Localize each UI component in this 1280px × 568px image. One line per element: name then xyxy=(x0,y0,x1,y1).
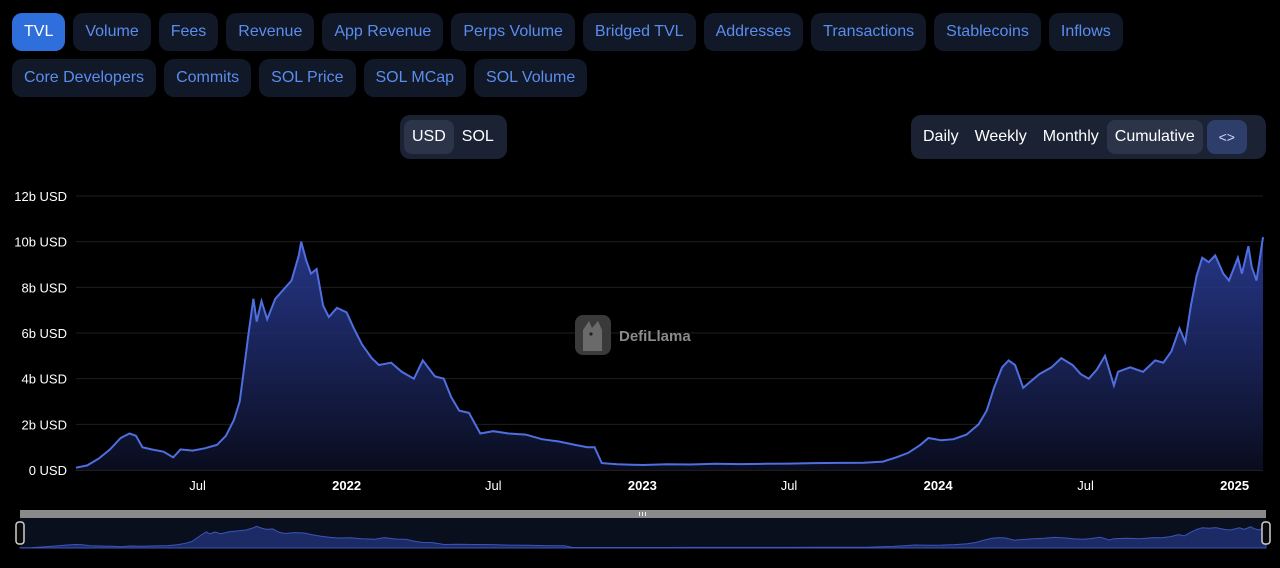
toggle-option-sol[interactable]: SOL xyxy=(461,128,494,145)
tab-inflows[interactable]: Inflows xyxy=(1048,13,1123,51)
toggle-option-usd[interactable]: USD xyxy=(404,120,454,154)
tab-fees[interactable]: Fees xyxy=(158,13,219,51)
watermark-text: DefiLlama xyxy=(619,328,691,345)
y-tick-label: 4b USD xyxy=(21,372,67,387)
watermark: DefiLlama xyxy=(575,315,691,355)
tab-revenue[interactable]: Revenue xyxy=(226,13,315,51)
tab-commits[interactable]: Commits xyxy=(164,59,252,97)
y-tick-label: 8b USD xyxy=(21,280,67,295)
y-tick-label: 12b USD xyxy=(14,189,67,204)
tab-perps-volume[interactable]: Perps Volume xyxy=(451,13,575,51)
tab-core-developers[interactable]: Core Developers xyxy=(12,59,157,97)
metric-tabs-row-2: Core Developers Commits SOL Price SOL MCap S… xyxy=(12,59,588,97)
tvl-area xyxy=(76,237,1263,470)
toggle-option-weekly[interactable]: Weekly xyxy=(974,128,1027,145)
y-tick-label: 10b USD xyxy=(14,235,67,250)
x-axis: Jul 2022 Jul 2023 Jul 2024 Jul 2025 xyxy=(189,478,1249,493)
tab-stablecoins[interactable]: Stablecoins xyxy=(934,13,1041,51)
tab-app-revenue[interactable]: App Revenue xyxy=(322,13,444,51)
tab-tvl[interactable]: TVL xyxy=(12,13,66,51)
y-axis: 0 USD 2b USD 4b USD 6b USD 8b USD 10b USD 12b … xyxy=(14,189,67,478)
x-tick-label: 2023 xyxy=(628,478,657,493)
x-tick-label: Jul xyxy=(485,478,502,493)
x-tick-label: Jul xyxy=(781,478,798,493)
slider-preview-area xyxy=(19,525,1267,549)
x-tick-label: Jul xyxy=(189,478,206,493)
y-tick-label: 6b USD xyxy=(21,326,67,341)
y-tick-label: 2b USD xyxy=(21,417,67,432)
tab-sol-price[interactable]: SOL Price xyxy=(259,59,356,97)
tab-sol-volume[interactable]: SOL Volume xyxy=(474,59,588,97)
slider-right-handle[interactable] xyxy=(1261,521,1271,545)
tvl-chart: 0 USD 2b USD 4b USD 6b USD 8b USD 10b USD 12b … xyxy=(14,189,1264,493)
slider-grip-icon xyxy=(639,512,646,516)
tab-bridged-tvl[interactable]: Bridged TVL xyxy=(582,13,696,51)
code-icon: <> xyxy=(1218,129,1235,145)
currency-toggle: USD SOL xyxy=(400,115,507,159)
x-tick-label: 2022 xyxy=(332,478,361,493)
x-tick-label: 2025 xyxy=(1220,478,1249,493)
tvl-series-line xyxy=(75,236,1264,469)
tab-sol-mcap[interactable]: SOL MCap xyxy=(363,59,467,97)
tab-addresses[interactable]: Addresses xyxy=(703,13,804,51)
tab-transactions[interactable]: Transactions xyxy=(811,13,927,51)
y-tick-label: 0 USD xyxy=(29,463,67,478)
slider-left-handle[interactable] xyxy=(15,521,25,545)
llama-logo-icon xyxy=(575,315,611,355)
toggle-option-cumulative[interactable]: Cumulative xyxy=(1106,120,1203,154)
toggle-option-monthly[interactable]: Monthly xyxy=(1042,128,1099,145)
toggle-option-daily[interactable]: Daily xyxy=(923,128,959,145)
embed-code-button[interactable]: <> xyxy=(1206,120,1247,154)
x-tick-label: Jul xyxy=(1077,478,1094,493)
range-slider[interactable] xyxy=(0,508,1280,550)
period-toggle: Daily Weekly Monthly Cumulative <> xyxy=(911,115,1266,159)
tab-volume[interactable]: Volume xyxy=(73,13,151,51)
metric-tabs-row-1: TVL Volume Fees Revenue App Revenue Perps Vol… xyxy=(12,13,1123,51)
x-tick-label: 2024 xyxy=(924,478,954,493)
